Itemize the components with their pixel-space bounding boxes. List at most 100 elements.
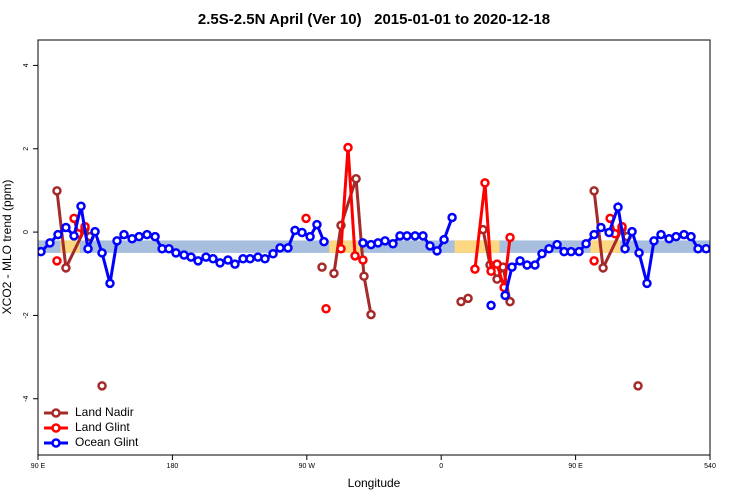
y-tick-label: -4 (23, 396, 30, 402)
data-point (45, 238, 55, 248)
data-point (321, 304, 331, 314)
data-point (505, 232, 515, 243)
data-point (230, 259, 240, 269)
data-point (492, 259, 502, 269)
data-point (69, 231, 79, 241)
data-point (530, 260, 540, 270)
data-point (486, 266, 496, 276)
data-point (537, 249, 547, 259)
data-point (260, 254, 270, 264)
series-line (55, 190, 92, 274)
x-tick-label: 180 (167, 463, 179, 470)
data-point (589, 256, 599, 266)
data-point (633, 381, 643, 391)
data-point (142, 229, 152, 240)
data-point (410, 231, 420, 241)
data-point (544, 244, 554, 254)
data-point (61, 263, 71, 273)
data-point (305, 231, 315, 242)
data-point (486, 300, 496, 311)
data-point (470, 264, 480, 274)
data-point (701, 244, 710, 254)
data-point (283, 243, 293, 253)
data-point (97, 381, 107, 391)
data-point (604, 227, 614, 238)
legend-marker (51, 438, 61, 448)
x-axis-label: Longitude (348, 476, 401, 490)
data-point (329, 268, 339, 279)
data-point (589, 186, 599, 196)
data-point (38, 246, 46, 257)
data-point (649, 236, 659, 246)
data-point (215, 258, 225, 268)
data-point (164, 244, 174, 254)
data-point (480, 178, 490, 188)
data-point (53, 229, 63, 240)
data-point (380, 236, 390, 246)
y-axis-label: XCO2 - MLO trend (ppm) (0, 180, 14, 315)
data-point (566, 246, 576, 257)
data-point (317, 262, 327, 272)
axes: 90 E 180 90 W 0 90 E 540 -4 -2 0 2 4 (23, 63, 716, 469)
data-point (598, 263, 608, 273)
data-point (351, 174, 361, 184)
data-point (671, 231, 681, 242)
data-point (61, 222, 71, 233)
legend-label: Ocean Glint (75, 435, 139, 449)
data-point (439, 234, 449, 245)
data-point (515, 256, 525, 266)
data-point (301, 213, 311, 224)
data-point (359, 271, 369, 281)
data-point (343, 142, 353, 153)
data-point (358, 255, 368, 265)
legend-marker (51, 423, 61, 433)
data-point (186, 252, 196, 262)
data-point (642, 278, 652, 289)
data-point (193, 256, 203, 266)
data-point (634, 248, 644, 258)
data-point (418, 231, 428, 241)
data-point (350, 251, 360, 261)
data-point (134, 231, 144, 242)
data-point (76, 201, 86, 211)
data-point (447, 212, 457, 223)
chart-title: 2.5S-2.5N April (Ver 10) 2015-01-01 to 2… (198, 11, 550, 28)
data-point (425, 241, 435, 251)
data-point (507, 262, 517, 272)
data-point (589, 229, 599, 240)
data-point (613, 202, 623, 212)
y-tick-label: 4 (23, 63, 30, 67)
data-point (105, 278, 115, 289)
y-tick-label: -2 (23, 312, 30, 318)
data-point (500, 290, 510, 301)
x-tick-label: 90 E (568, 463, 583, 470)
data-point (358, 238, 368, 248)
data-point (581, 239, 591, 249)
data-point (223, 255, 233, 265)
data-point (463, 293, 473, 304)
data-point (522, 260, 532, 270)
data-point (275, 243, 285, 253)
legend-marker (51, 408, 61, 418)
data-point (456, 296, 466, 307)
x-tick-label: 90 W (299, 463, 316, 470)
data-point (620, 244, 630, 254)
data-point (627, 226, 637, 237)
x-tick-label: 0 (439, 463, 443, 470)
data-point (686, 231, 696, 242)
data-point (574, 246, 584, 257)
data-point (52, 256, 62, 266)
plot-area (38, 142, 710, 391)
data-point (505, 296, 515, 307)
x-tick-label: 90 E (31, 463, 46, 470)
data-point (97, 248, 107, 258)
data-point (319, 236, 329, 247)
data-point (245, 254, 255, 264)
legend-label: Land Nadir (75, 405, 134, 419)
data-point (656, 229, 666, 240)
data-point (112, 236, 122, 246)
data-point (83, 244, 93, 254)
data-point (693, 244, 703, 254)
